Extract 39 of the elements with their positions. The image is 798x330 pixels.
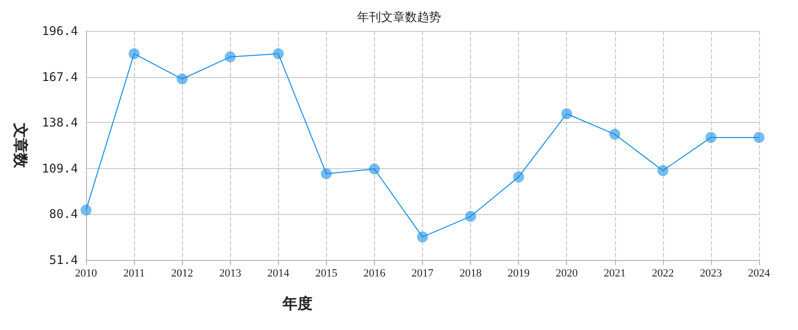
x-tick-label: 2018 — [460, 268, 482, 280]
point — [128, 48, 140, 60]
point — [705, 132, 716, 143]
point — [80, 204, 92, 216]
y-tick-label: 167.4 — [42, 70, 78, 84]
x-tick-label: 2014 — [267, 268, 290, 280]
x-axis-title: 年度 — [282, 294, 312, 312]
y-tick-label: 80.4 — [49, 207, 78, 222]
point — [657, 165, 668, 176]
point — [176, 74, 188, 85]
x-tick-label: 2012 — [171, 268, 194, 280]
x-tick-label: 2022 — [652, 268, 674, 280]
y-tick-label: 138.4 — [42, 116, 78, 130]
x-tick-label: 2013 — [219, 268, 242, 280]
point — [561, 108, 572, 120]
x-tick-label: 2021 — [604, 268, 626, 280]
y-tick-label: 196.4 — [42, 24, 78, 38]
x-tick-label: 2023 — [700, 268, 722, 280]
point — [224, 51, 236, 62]
point — [754, 132, 764, 143]
x-tick-label: 2019 — [508, 268, 530, 280]
x-tick-label: 2024 — [748, 268, 770, 280]
chart-title: 年刊文章数趋势 — [357, 10, 441, 24]
y-tick-label: 109.4 — [42, 161, 78, 176]
x-tick-label: 2010 — [75, 268, 98, 280]
point — [609, 128, 620, 140]
y-tick-label: 51.4 — [49, 253, 78, 267]
x-tick-label: 2016 — [363, 268, 386, 280]
x-tick-label: 2020 — [556, 268, 578, 280]
point — [417, 231, 428, 242]
point — [465, 210, 476, 222]
x-tick-label: 2015 — [315, 268, 338, 280]
x-tick-label: 2011 — [123, 268, 145, 280]
point — [272, 48, 284, 60]
y-axis-title: 文章数 — [12, 122, 30, 169]
point — [368, 164, 380, 175]
point — [320, 168, 332, 180]
x-tick-label: 2017 — [412, 268, 434, 280]
point — [513, 171, 524, 182]
